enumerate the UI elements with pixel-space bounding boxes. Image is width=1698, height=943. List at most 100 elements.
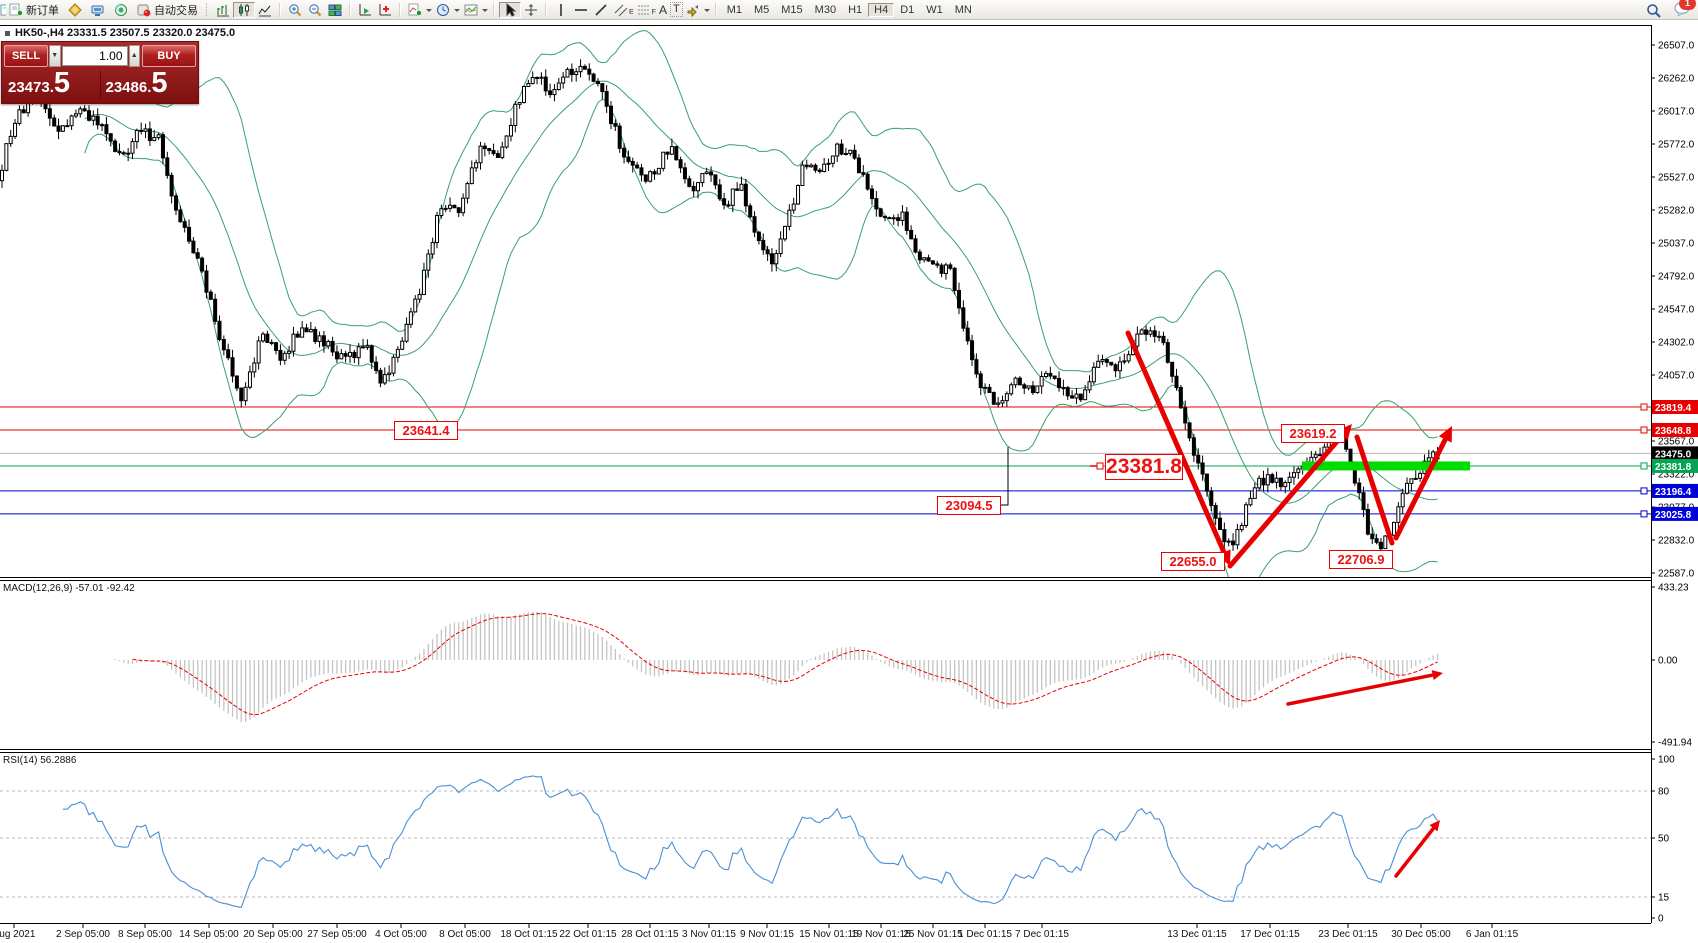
svg-text:19 Nov 01:15: 19 Nov 01:15 [851,929,911,940]
svg-text:14 Sep 05:00: 14 Sep 05:00 [179,929,239,940]
timeframe-h4[interactable]: H4 [868,2,895,17]
fibonacci-icon[interactable] [634,3,654,17]
file-sliver-icon[interactable] [0,3,6,17]
zoom-in-icon[interactable] [285,3,305,17]
cursor-icon[interactable] [499,1,521,18]
symbol-marker-icon [5,30,10,36]
buy-price-display: 23486.5 [105,67,168,99]
svg-text:13 Dec 01:15: 13 Dec 01:15 [1167,929,1227,940]
svg-text:Aug 2021: Aug 2021 [0,929,36,940]
timeframe-w1[interactable]: W1 [926,3,943,16]
svg-text:23025.8: 23025.8 [1655,510,1692,521]
svg-text:27 Sep 05:00: 27 Sep 05:00 [307,929,367,940]
ohlc-info-line: HK50-,H4 23331.5 23507.5 23320.0 23475.0 [5,27,235,39]
price-annotation[interactable]: 23094.5 [937,496,1001,515]
rsi-label: RSI(14) 56.2886 [3,755,77,766]
svg-text:23819.4: 23819.4 [1655,403,1692,414]
chat-button[interactable]: 1 [1674,0,1696,18]
dropdown-caret-icon[interactable] [426,8,432,15]
svg-text:50: 50 [1658,834,1670,845]
svg-text:-491.94: -491.94 [1658,738,1692,749]
svg-text:3 Nov 01:15: 3 Nov 01:15 [682,929,736,940]
svg-text:8 Oct 05:00: 8 Oct 05:00 [439,929,491,940]
price-annotation[interactable]: 22655.0 [1161,552,1225,571]
crosshair-icon[interactable] [521,3,541,17]
price-annotation[interactable]: 23381.8 [1105,454,1183,480]
volume-increase-button[interactable]: ▲ [128,45,140,67]
auto-trading-label: 自动交易 [154,4,198,17]
label-icon[interactable]: T [669,2,683,17]
svg-text:22587.0: 22587.0 [1658,569,1695,580]
candle-chart-icon[interactable] [233,1,255,18]
sell-button[interactable]: SELL [4,45,48,67]
dropdown-caret-icon[interactable] [454,8,460,15]
svg-text:0.00: 0.00 [1658,656,1678,667]
periods-icon[interactable] [433,3,453,17]
macd-label: MACD(12,26,9) -57.01 -92.42 [3,583,135,594]
svg-text:17 Dec 01:15: 17 Dec 01:15 [1240,929,1300,940]
gold-icon[interactable] [68,2,82,17]
search-icon[interactable] [1646,3,1661,18]
svg-text:25282.0: 25282.0 [1658,206,1695,217]
timeframe-m15[interactable]: M15 [781,3,803,16]
bar-chart-icon[interactable] [213,3,233,17]
svg-text:23648.8: 23648.8 [1655,426,1692,437]
new-order-label: 新订单 [26,4,59,17]
price-annotation[interactable]: 22706.9 [1329,550,1393,569]
toolbar-separator [399,2,401,17]
svg-text:433.23: 433.23 [1658,583,1689,594]
timeframe-m1[interactable]: M1 [726,3,742,16]
new-order-button[interactable]: 新订单 [6,1,62,18]
zoom-out-icon[interactable] [305,3,325,17]
one-click-trading-panel: SELL ▼ ▲ BUY 23473.5 23486.5 [1,41,199,104]
svg-text:22 Oct 01:15: 22 Oct 01:15 [559,929,617,940]
volume-decrease-button[interactable]: ▼ [49,45,61,67]
notification-badge: 1 [1679,0,1696,10]
svg-text:8 Sep 05:00: 8 Sep 05:00 [118,929,172,940]
svg-text:24547.0: 24547.0 [1658,305,1695,316]
indicators-icon[interactable] [405,3,425,17]
svg-text:15: 15 [1658,893,1670,904]
buy-button[interactable]: BUY [142,45,196,67]
svg-text:18 Oct 01:15: 18 Oct 01:15 [500,929,558,940]
svg-text:23196.4: 23196.4 [1655,487,1692,498]
timeframe-mn[interactable]: MN [954,3,972,16]
svg-text:23475.0: 23475.0 [1655,449,1692,460]
timeframe-m30[interactable]: M30 [814,3,837,16]
dropdown-caret-icon[interactable] [482,8,488,15]
svg-text:28 Oct 01:15: 28 Oct 01:15 [621,929,679,940]
svg-text:25772.0: 25772.0 [1658,140,1695,151]
svg-text:25527.0: 25527.0 [1658,173,1695,184]
svg-text:26017.0: 26017.0 [1658,107,1695,118]
chart-shift-icon[interactable] [375,3,395,17]
price-annotation[interactable]: 23619.2 [1281,424,1345,443]
dropdown-caret-icon[interactable] [703,8,710,15]
signal-icon[interactable] [114,3,128,17]
horizontal-line-icon[interactable] [571,3,591,17]
svg-text:24302.0: 24302.0 [1658,338,1695,349]
trendline-icon[interactable] [591,3,611,17]
line-chart-icon[interactable] [255,3,275,17]
fibonacci-f-label: F [651,9,656,16]
timeframe-d1[interactable]: D1 [900,3,915,16]
text-icon[interactable]: A [658,2,667,17]
templates-icon[interactable] [461,3,481,17]
timeframe-m5[interactable]: M5 [753,3,770,16]
vertical-line-icon[interactable] [551,3,571,17]
toolbar-grip [206,3,210,16]
volume-input[interactable] [61,46,128,66]
tile-windows-icon[interactable] [325,3,345,17]
timeframe-h1[interactable]: H1 [848,3,863,16]
terminal-icon[interactable] [91,3,105,17]
channel-icon[interactable] [611,3,631,17]
auto-trading-button[interactable]: 自动交易 [134,1,201,18]
autoscroll-icon[interactable] [355,3,375,17]
svg-text:26507.0: 26507.0 [1658,41,1695,52]
price-annotation[interactable]: 23641.4 [394,421,458,440]
svg-text:23 Dec 01:15: 23 Dec 01:15 [1318,929,1378,940]
shapes-icon[interactable] [683,3,703,17]
svg-text:80: 80 [1658,787,1670,798]
toolbar-separator [545,2,547,17]
